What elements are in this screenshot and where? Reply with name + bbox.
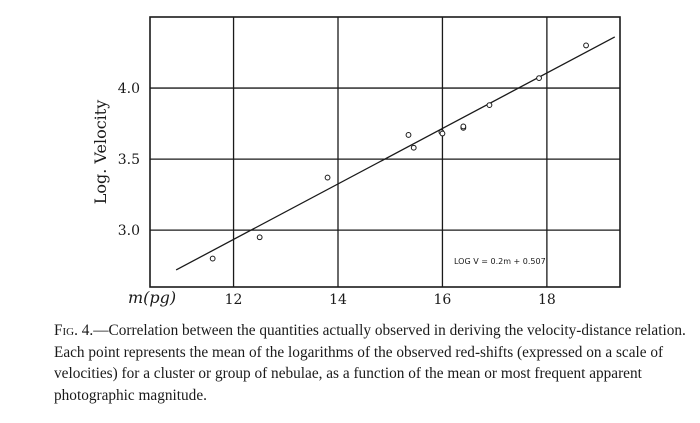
data-point — [324, 174, 331, 181]
data-point — [460, 123, 467, 130]
y-tick-label: 4.0 — [118, 81, 140, 97]
data-point — [410, 144, 417, 151]
data-points — [209, 42, 589, 262]
x-tick-label: 12 — [225, 292, 243, 308]
data-point — [256, 234, 263, 241]
chart: 12 14 16 18 3.0 3.5 4.0 Log. Velocity m(pg) L… — [91, 16, 621, 308]
regression-line — [175, 36, 616, 271]
data-point — [439, 130, 446, 137]
figure-caption: Fig. 4.—Correlation between the quantiti… — [54, 320, 694, 406]
y-tick-label: 3.5 — [118, 152, 140, 168]
data-point — [486, 102, 493, 109]
x-axis-label: m(pg) — [128, 288, 176, 307]
data-point — [209, 255, 216, 262]
plot-frame — [149, 16, 621, 288]
data-point — [405, 132, 412, 138]
y-tick-labels: 3.0 3.5 4.0 — [118, 81, 140, 239]
data-point — [536, 75, 542, 82]
x-tick-label: 16 — [434, 292, 452, 308]
data-point — [583, 42, 589, 49]
x-tick-labels: 12 14 16 18 — [225, 292, 556, 308]
figure-label: Fig. 4. — [54, 322, 94, 339]
fit-equation-annotation: LOG V = 0.2m + 0.507 — [454, 257, 546, 266]
x-tick-label: 14 — [329, 292, 347, 308]
y-tick-label: 3.0 — [118, 223, 140, 239]
x-tick-label: 18 — [538, 292, 556, 308]
y-axis-label: Log. Velocity — [91, 100, 110, 205]
caption-text: —Correlation between the quantities actu… — [54, 322, 686, 404]
